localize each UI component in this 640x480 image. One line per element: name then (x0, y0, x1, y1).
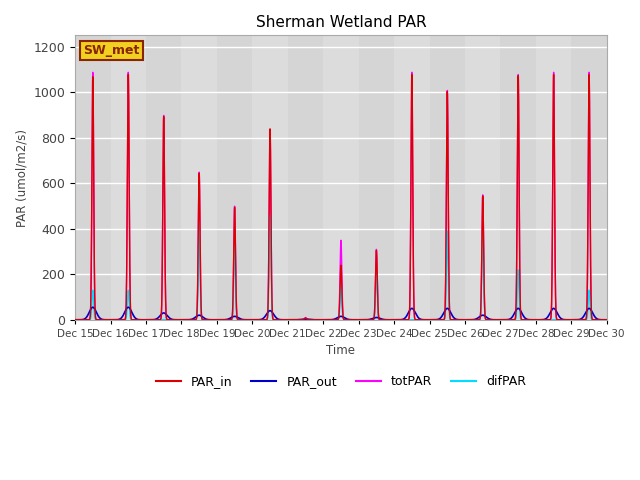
totPAR (490, 317, 498, 323)
Y-axis label: PAR (umol/m2/s): PAR (umol/m2/s) (15, 129, 28, 227)
Bar (358, 36, 394, 320)
difPAR (602, 317, 610, 323)
PAR_out (71, 317, 79, 323)
PAR_out (89, 304, 97, 310)
Line: difPAR: difPAR (75, 216, 607, 320)
PAR_in (167, 317, 175, 323)
PAR_in (602, 317, 610, 323)
PAR_out (603, 317, 611, 323)
totPAR (431, 317, 438, 323)
difPAR (321, 317, 329, 323)
PAR_in (603, 317, 611, 323)
Title: Sherman Wetland PAR: Sherman Wetland PAR (255, 15, 426, 30)
difPAR (603, 317, 611, 323)
Line: PAR_out: PAR_out (75, 307, 607, 320)
Text: SW_met: SW_met (83, 44, 140, 57)
PAR_out (284, 317, 292, 323)
X-axis label: Time: Time (326, 344, 355, 357)
PAR_in (124, 72, 132, 77)
totPAR (460, 317, 468, 323)
difPAR (167, 317, 175, 323)
PAR_in (431, 317, 438, 323)
Legend: PAR_in, PAR_out, totPAR, difPAR: PAR_in, PAR_out, totPAR, difPAR (151, 370, 531, 393)
totPAR (284, 317, 292, 323)
PAR_in (284, 317, 292, 323)
PAR_out (602, 317, 610, 323)
Bar (500, 36, 536, 320)
difPAR (71, 317, 79, 323)
totPAR (71, 317, 79, 323)
difPAR (142, 317, 150, 323)
Bar (572, 36, 607, 320)
totPAR (321, 317, 329, 323)
difPAR (431, 317, 438, 323)
PAR_in (71, 317, 79, 323)
PAR_in (490, 317, 498, 323)
difPAR (460, 317, 468, 323)
Bar (429, 36, 465, 320)
PAR_in (321, 317, 329, 323)
PAR_in (460, 317, 468, 323)
Bar (146, 36, 182, 320)
totPAR (167, 317, 175, 323)
PAR_out (321, 317, 329, 323)
totPAR (89, 70, 97, 75)
Line: totPAR: totPAR (75, 72, 607, 320)
PAR_out (460, 317, 468, 323)
Bar (75, 36, 111, 320)
PAR_out (431, 317, 438, 323)
totPAR (603, 317, 611, 323)
PAR_out (167, 316, 175, 322)
PAR_out (490, 317, 498, 323)
Line: PAR_in: PAR_in (75, 74, 607, 320)
difPAR (266, 213, 274, 218)
Bar (288, 36, 323, 320)
totPAR (602, 317, 610, 323)
Bar (217, 36, 252, 320)
difPAR (490, 317, 498, 323)
